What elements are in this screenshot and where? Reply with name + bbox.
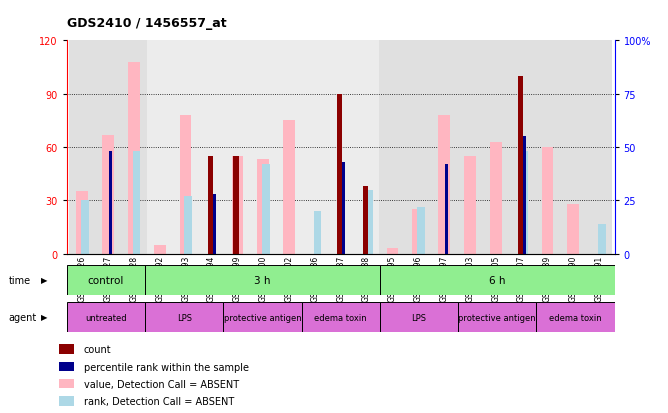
Bar [69, 41, 147, 254]
Text: 3 h: 3 h [255, 275, 271, 285]
Text: LPS: LPS [411, 313, 426, 322]
Bar [387, 249, 398, 254]
Text: agent: agent [9, 312, 37, 322]
Bar [67, 303, 145, 332]
Text: time: time [9, 275, 31, 285]
Text: protective antigen: protective antigen [458, 313, 536, 322]
Bar [59, 396, 75, 406]
Text: count: count [84, 344, 111, 354]
Bar [490, 142, 502, 254]
Text: percentile rank within the sample: percentile rank within the sample [84, 362, 248, 372]
Bar [380, 303, 458, 332]
Text: control: control [88, 275, 124, 285]
Bar [313, 211, 321, 254]
Bar [154, 245, 166, 254]
Bar [380, 266, 615, 295]
Bar [417, 207, 425, 254]
Bar [223, 303, 301, 332]
Text: protective antigen: protective antigen [224, 313, 301, 322]
Bar [262, 165, 270, 254]
Bar [184, 197, 192, 254]
Bar [598, 224, 605, 254]
Bar [81, 201, 89, 254]
Bar [180, 116, 192, 254]
Bar [379, 41, 612, 254]
Bar [438, 116, 450, 254]
Text: edema toxin: edema toxin [315, 313, 367, 322]
Bar [412, 210, 424, 254]
Bar [301, 303, 380, 332]
Text: untreated: untreated [85, 313, 127, 322]
Bar [342, 163, 345, 254]
Bar [145, 266, 380, 295]
Bar [128, 62, 140, 254]
Bar [464, 157, 476, 254]
Text: ▶: ▶ [41, 275, 48, 285]
Bar [257, 160, 269, 254]
Bar [208, 157, 213, 254]
Bar [363, 187, 368, 254]
Bar [133, 152, 140, 254]
Bar [102, 135, 114, 254]
Text: GDS2410 / 1456557_at: GDS2410 / 1456557_at [67, 17, 226, 30]
Text: ▶: ▶ [41, 313, 48, 322]
Bar [365, 190, 373, 254]
Bar [233, 157, 238, 254]
Bar [59, 379, 75, 388]
Bar [147, 41, 379, 254]
Bar [77, 192, 88, 254]
Bar [520, 152, 528, 254]
Bar [522, 137, 526, 254]
Bar [337, 95, 342, 254]
Bar [109, 152, 112, 254]
Bar [145, 303, 223, 332]
Text: 6 h: 6 h [489, 275, 506, 285]
Bar [232, 157, 243, 254]
Text: edema toxin: edema toxin [549, 313, 602, 322]
Bar [458, 303, 536, 332]
Bar [59, 344, 75, 354]
Bar [67, 266, 145, 295]
Text: value, Detection Call = ABSENT: value, Detection Call = ABSENT [84, 379, 238, 389]
Bar [536, 303, 615, 332]
Bar [59, 362, 75, 371]
Text: rank, Detection Call = ABSENT: rank, Detection Call = ABSENT [84, 396, 234, 406]
Bar [445, 165, 448, 254]
Bar [283, 121, 295, 254]
Text: LPS: LPS [176, 313, 192, 322]
Bar [212, 195, 216, 254]
Bar [542, 147, 553, 254]
Bar [567, 204, 579, 254]
Bar [518, 77, 523, 254]
